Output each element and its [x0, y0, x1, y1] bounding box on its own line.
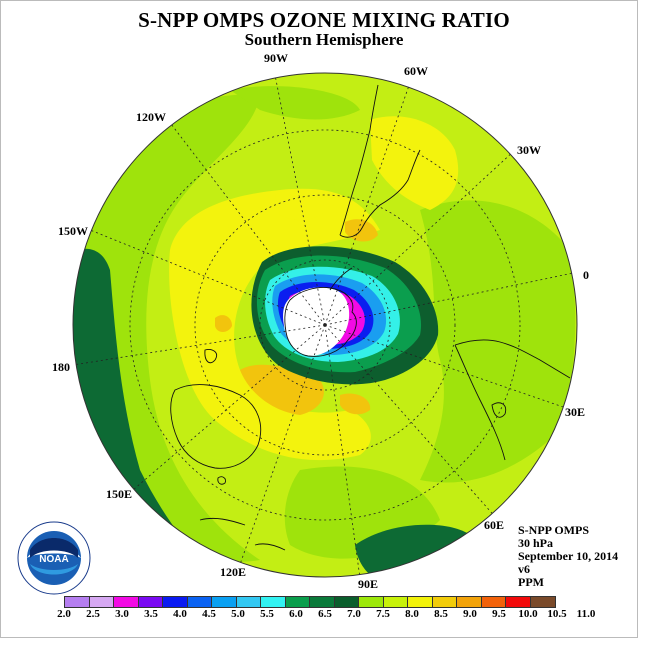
colorbar-tick-label: 6.0 — [289, 608, 303, 620]
noaa-logo-text: NOAA — [39, 554, 68, 565]
info-version: v6 — [518, 562, 530, 576]
lon-label-180: 180 — [52, 360, 70, 374]
colorbar-swatch — [383, 597, 408, 607]
colorbar-tick-label: 4.5 — [202, 608, 216, 620]
info-units: PPM — [518, 575, 544, 589]
colorbar-tick-label: 9.5 — [492, 608, 506, 620]
lon-label-120e: 120E — [220, 565, 247, 579]
lon-label-60w: 60W — [404, 64, 428, 78]
colorbar-swatch — [138, 597, 163, 607]
lon-label-120w: 120W — [136, 110, 166, 124]
colorbar-tick-label: 6.5 — [318, 608, 332, 620]
colorbar-swatch — [212, 597, 237, 607]
graticule — [73, 74, 577, 577]
colorbar-swatch — [89, 597, 114, 607]
map-border — [72, 72, 578, 578]
lon-label-90e: 90E — [358, 577, 379, 591]
colorbar-tick-label: 3.0 — [115, 608, 129, 620]
colorbar-tick-label: 10.0 — [518, 608, 538, 620]
lon-label-60e: 60E — [484, 518, 505, 532]
colorbar-swatch — [432, 597, 457, 607]
colorbar-tick-label: 7.0 — [347, 608, 361, 620]
colorbar-tick-label: 9.0 — [463, 608, 477, 620]
coastlines — [170, 84, 571, 551]
info-date: September 10, 2014 — [518, 549, 619, 563]
ozone-field — [73, 73, 577, 577]
colorbar-tick-label: 2.5 — [86, 608, 100, 620]
lon-label-150w: 150W — [58, 224, 88, 238]
colorbar-ticks: 2.0 2.5 3.0 3.5 4.0 4.5 5.0 5.5 6.0 6.5 7.0 7.5 8.0 8… — [50, 608, 610, 622]
lon-label-0: 0 — [583, 268, 589, 282]
lon-label-30e: 30E — [565, 405, 586, 419]
colorbar-tick-label: 10.5 — [547, 608, 567, 620]
colorbar-swatch — [65, 597, 90, 607]
colorbar-swatch — [334, 597, 359, 607]
noaa-logo: NOAA — [17, 521, 91, 595]
colorbar-swatch — [261, 597, 286, 607]
colorbar-tick-label: 7.5 — [376, 608, 390, 620]
colorbar-swatch — [285, 597, 310, 607]
info-block: S-NPP OMPS 30 hPa September 10, 2014 v6 … — [518, 524, 618, 589]
colorbar — [64, 596, 556, 608]
colorbar-swatch — [310, 597, 335, 607]
colorbar-tick-label: 8.0 — [405, 608, 419, 620]
colorbar-tick-label: 3.5 — [144, 608, 158, 620]
lon-label-90w: 90W — [264, 51, 288, 65]
colorbar-swatch — [457, 597, 482, 607]
map-subtitle: Southern Hemisphere — [244, 30, 404, 49]
colorbar-swatch — [236, 597, 261, 607]
colorbar-swatch — [187, 597, 212, 607]
colorbar-tick-label: 5.5 — [260, 608, 274, 620]
colorbar-tick-label: 8.5 — [434, 608, 448, 620]
colorbar-tick-label: 5.0 — [231, 608, 245, 620]
colorbar-swatch — [114, 597, 139, 607]
colorbar-swatch — [408, 597, 433, 607]
map-title: S-NPP OMPS OZONE MIXING RATIO — [138, 8, 510, 32]
info-level: 30 hPa — [518, 536, 554, 550]
colorbar-tick-label: 11.0 — [576, 608, 596, 620]
colorbar-tick-label: 4.0 — [173, 608, 187, 620]
colorbar-swatch — [359, 597, 384, 607]
colorbar-swatch — [481, 597, 506, 607]
colorbar-swatch — [506, 597, 531, 607]
colorbar-swatch — [530, 597, 555, 607]
lon-label-150e: 150E — [106, 487, 133, 501]
colorbar-swatch — [163, 597, 188, 607]
lon-label-30w: 30W — [517, 143, 541, 157]
colorbar-tick-label: 2.0 — [57, 608, 71, 620]
info-instrument: S-NPP OMPS — [518, 523, 589, 537]
image-frame — [0, 0, 638, 638]
